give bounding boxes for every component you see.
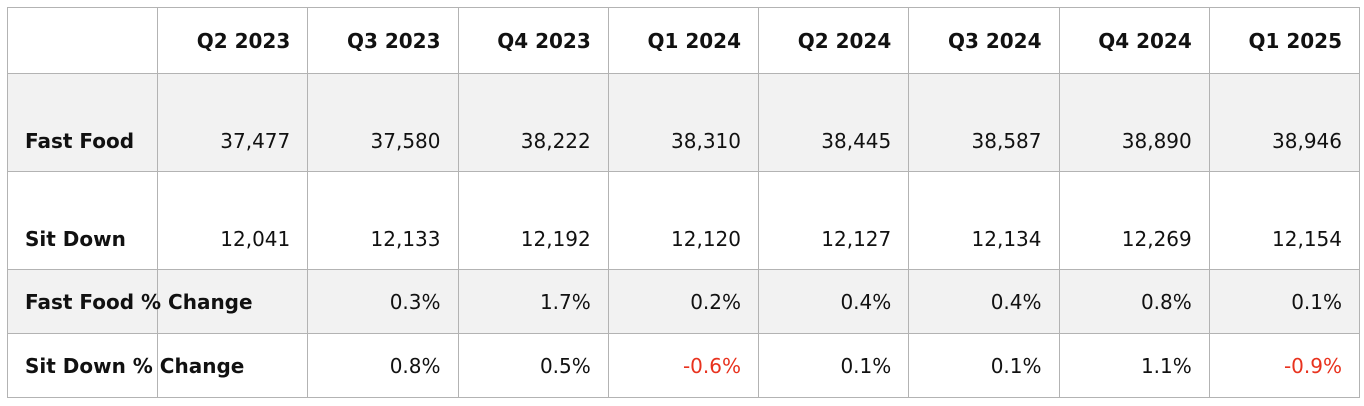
- table-cell: 1.7%: [457, 269, 609, 334]
- table-cell: 1.1%: [1058, 333, 1210, 398]
- column-header: Q3 2023: [307, 7, 459, 74]
- table-cell: 0.8%: [307, 333, 459, 398]
- table-cell: 12,127: [757, 171, 910, 270]
- table-cell: 0.2%: [607, 269, 760, 334]
- table-cell: 0.1%: [1208, 269, 1361, 334]
- table-cell: 38,946: [1208, 73, 1361, 172]
- data-table: Q2 2023 Q3 2023 Q4 2023 Q1 2024 Q2 2024 …: [7, 7, 1361, 398]
- row-label: Fast Food: [7, 73, 158, 172]
- column-header: Q2 2023: [156, 7, 309, 74]
- table-cell: 12,133: [307, 171, 459, 270]
- table-cell: 37,477: [156, 73, 309, 172]
- table-cell: -0.6%: [607, 333, 760, 398]
- table-cell: 0.4%: [757, 269, 910, 334]
- table-cell: 12,269: [1058, 171, 1210, 270]
- table-row-fast-food: Fast Food 37,477 37,580 38,222 38,310 38…: [7, 73, 1361, 172]
- table-cell: 38,222: [457, 73, 609, 172]
- table-row-sit-down-change: Sit Down % Change 0.8% 0.5% -0.6% 0.1% 0…: [7, 333, 1361, 398]
- column-header: Q2 2024: [757, 7, 910, 74]
- column-header: Q4 2024: [1058, 7, 1210, 74]
- table-cell: 38,445: [757, 73, 910, 172]
- corner-cell: [7, 7, 158, 74]
- table-cell: 0.1%: [908, 333, 1060, 398]
- table-cell: [156, 269, 309, 334]
- column-header: Q1 2024: [607, 7, 760, 74]
- table-cell: 0.8%: [1058, 269, 1210, 334]
- table-cell: 0.4%: [908, 269, 1060, 334]
- table-cell: 0.5%: [457, 333, 609, 398]
- table-cell: 12,134: [908, 171, 1060, 270]
- row-label: Fast Food % Change: [7, 269, 253, 334]
- table-cell: 37,580: [307, 73, 459, 172]
- table-cell: 38,310: [607, 73, 760, 172]
- column-header: Q3 2024: [908, 7, 1060, 74]
- table-row-sit-down: Sit Down 12,041 12,133 12,192 12,120 12,…: [7, 171, 1361, 270]
- header-row: Q2 2023 Q3 2023 Q4 2023 Q1 2024 Q2 2024 …: [7, 7, 1361, 74]
- table-cell: [156, 333, 309, 398]
- row-label: Sit Down: [7, 171, 158, 270]
- table-cell: 12,154: [1208, 171, 1361, 270]
- column-header: Q1 2025: [1208, 7, 1361, 74]
- row-label: Sit Down % Change: [7, 333, 244, 398]
- column-header: Q4 2023: [457, 7, 609, 74]
- table-cell: 0.3%: [307, 269, 459, 334]
- table-cell: 12,120: [607, 171, 760, 270]
- table-row-fast-food-change: Fast Food % Change 0.3% 1.7% 0.2% 0.4% 0…: [7, 269, 1361, 334]
- table-cell: 0.1%: [757, 333, 910, 398]
- table-cell: 38,587: [908, 73, 1060, 172]
- table-cell: 12,192: [457, 171, 609, 270]
- table-cell: -0.9%: [1208, 333, 1361, 398]
- table-cell: 38,890: [1058, 73, 1210, 172]
- table-cell: 12,041: [156, 171, 309, 270]
